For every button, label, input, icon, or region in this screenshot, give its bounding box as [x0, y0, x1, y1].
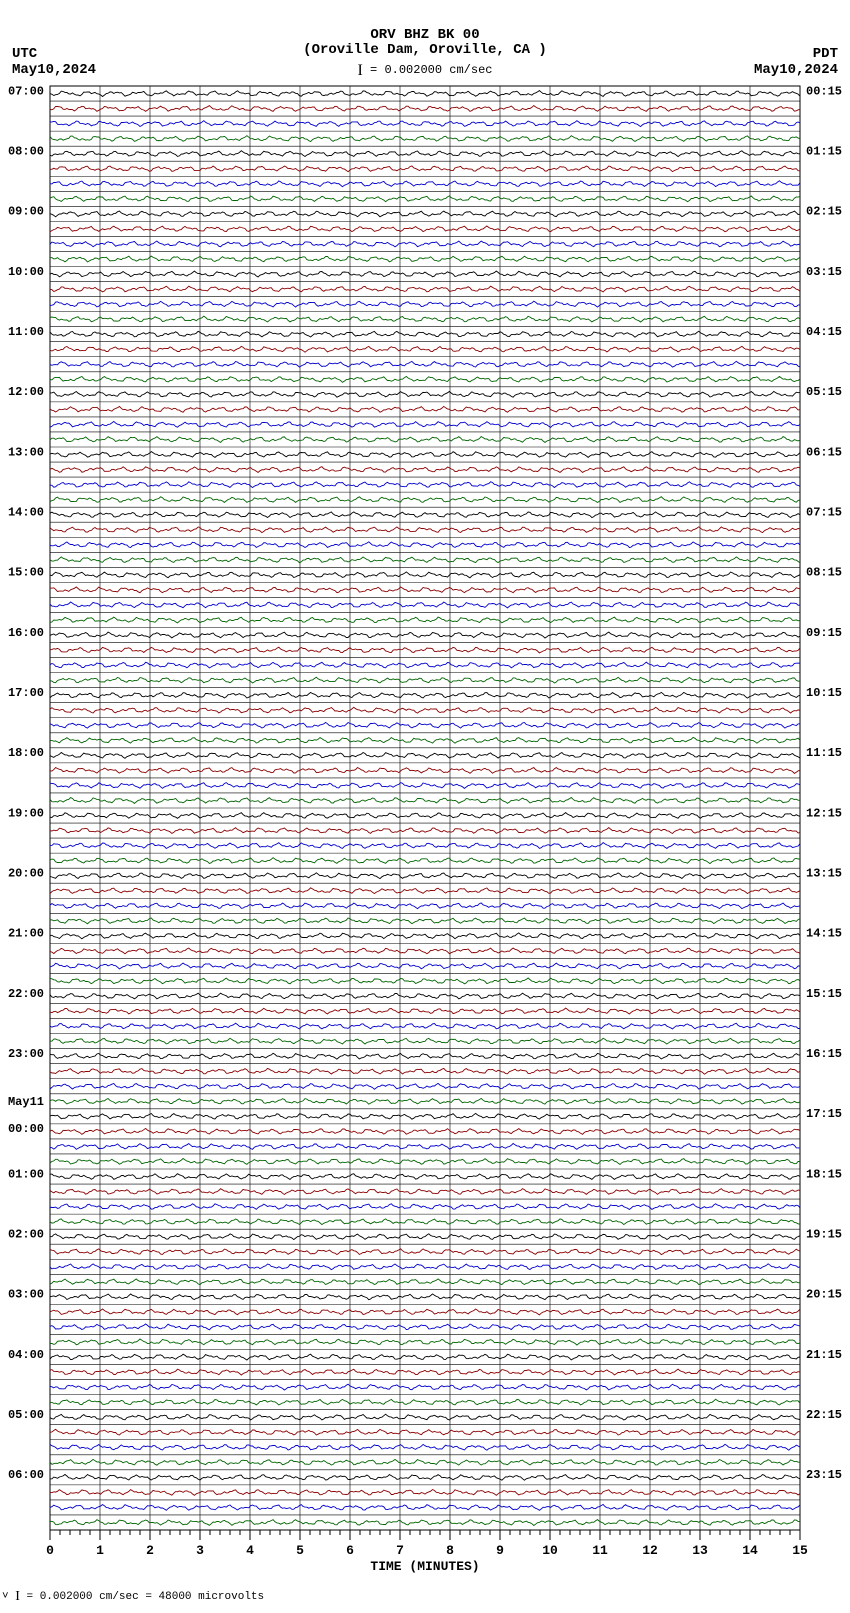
- svg-text:13:00: 13:00: [8, 445, 44, 459]
- footer-scale-text: = 0.002000 cm/sec = 48000 microvolts: [27, 1591, 265, 1603]
- footer-scale-bar-icon: I: [15, 1589, 20, 1604]
- svg-text:11:00: 11:00: [8, 325, 44, 339]
- svg-text:14: 14: [742, 1543, 758, 1558]
- svg-text:21:00: 21:00: [8, 927, 44, 941]
- svg-text:02:15: 02:15: [806, 205, 842, 219]
- svg-text:19:15: 19:15: [806, 1227, 842, 1241]
- svg-text:0: 0: [46, 1543, 54, 1558]
- svg-text:00:00: 00:00: [8, 1122, 44, 1136]
- svg-text:23:15: 23:15: [806, 1468, 842, 1482]
- svg-text:TIME (MINUTES): TIME (MINUTES): [370, 1559, 479, 1574]
- svg-text:16:15: 16:15: [806, 1047, 842, 1061]
- footer-tick-icon: ˅: [2, 1591, 9, 1603]
- svg-text:08:00: 08:00: [8, 144, 44, 158]
- svg-text:16:00: 16:00: [8, 626, 44, 640]
- svg-text:07:15: 07:15: [806, 505, 842, 519]
- svg-text:07:00: 07:00: [8, 84, 44, 98]
- svg-text:21:15: 21:15: [806, 1348, 842, 1362]
- svg-text:03:00: 03:00: [8, 1288, 44, 1302]
- svg-text:23:00: 23:00: [8, 1047, 44, 1061]
- svg-text:4: 4: [246, 1543, 254, 1558]
- svg-text:01:00: 01:00: [8, 1167, 44, 1181]
- svg-text:05:00: 05:00: [8, 1408, 44, 1422]
- svg-text:15: 15: [792, 1543, 808, 1558]
- svg-text:9: 9: [496, 1543, 504, 1558]
- svg-text:14:00: 14:00: [8, 505, 44, 519]
- svg-text:01:15: 01:15: [806, 144, 842, 158]
- svg-text:11:15: 11:15: [806, 746, 842, 760]
- svg-text:5: 5: [296, 1543, 304, 1558]
- seismogram-plot: 0123456789101112131415TIME (MINUTES)07:0…: [0, 0, 850, 1613]
- svg-text:18:15: 18:15: [806, 1167, 842, 1181]
- svg-text:22:15: 22:15: [806, 1408, 842, 1422]
- svg-text:03:15: 03:15: [806, 265, 842, 279]
- svg-text:12: 12: [642, 1543, 658, 1558]
- svg-text:08:15: 08:15: [806, 566, 842, 580]
- svg-text:17:00: 17:00: [8, 686, 44, 700]
- svg-text:1: 1: [96, 1543, 104, 1558]
- svg-text:13: 13: [692, 1543, 708, 1558]
- svg-text:3: 3: [196, 1543, 204, 1558]
- svg-text:04:15: 04:15: [806, 325, 842, 339]
- svg-text:11: 11: [592, 1543, 608, 1558]
- footer-scale: ˅ I = 0.002000 cm/sec = 48000 microvolts: [2, 1589, 264, 1605]
- svg-text:06:00: 06:00: [8, 1468, 44, 1482]
- svg-text:09:15: 09:15: [806, 626, 842, 640]
- svg-text:7: 7: [396, 1543, 404, 1558]
- svg-text:15:15: 15:15: [806, 987, 842, 1001]
- svg-text:2: 2: [146, 1543, 154, 1558]
- svg-text:13:15: 13:15: [806, 866, 842, 880]
- svg-text:8: 8: [446, 1543, 454, 1558]
- svg-text:6: 6: [346, 1543, 354, 1558]
- page: UTC May10,2024 PDT May10,2024 ORV BHZ BK…: [0, 0, 850, 1613]
- svg-text:20:00: 20:00: [8, 866, 44, 880]
- svg-text:20:15: 20:15: [806, 1288, 842, 1302]
- svg-text:May11: May11: [8, 1095, 44, 1109]
- svg-text:19:00: 19:00: [8, 806, 44, 820]
- svg-text:15:00: 15:00: [8, 566, 44, 580]
- svg-text:06:15: 06:15: [806, 445, 842, 459]
- svg-text:17:15: 17:15: [806, 1107, 842, 1121]
- svg-text:14:15: 14:15: [806, 927, 842, 941]
- svg-text:10:15: 10:15: [806, 686, 842, 700]
- svg-text:02:00: 02:00: [8, 1227, 44, 1241]
- svg-text:12:15: 12:15: [806, 806, 842, 820]
- svg-text:09:00: 09:00: [8, 205, 44, 219]
- svg-text:04:00: 04:00: [8, 1348, 44, 1362]
- svg-text:22:00: 22:00: [8, 987, 44, 1001]
- svg-text:10: 10: [542, 1543, 558, 1558]
- svg-text:18:00: 18:00: [8, 746, 44, 760]
- svg-text:05:15: 05:15: [806, 385, 842, 399]
- svg-text:00:15: 00:15: [806, 84, 842, 98]
- svg-text:10:00: 10:00: [8, 265, 44, 279]
- svg-text:12:00: 12:00: [8, 385, 44, 399]
